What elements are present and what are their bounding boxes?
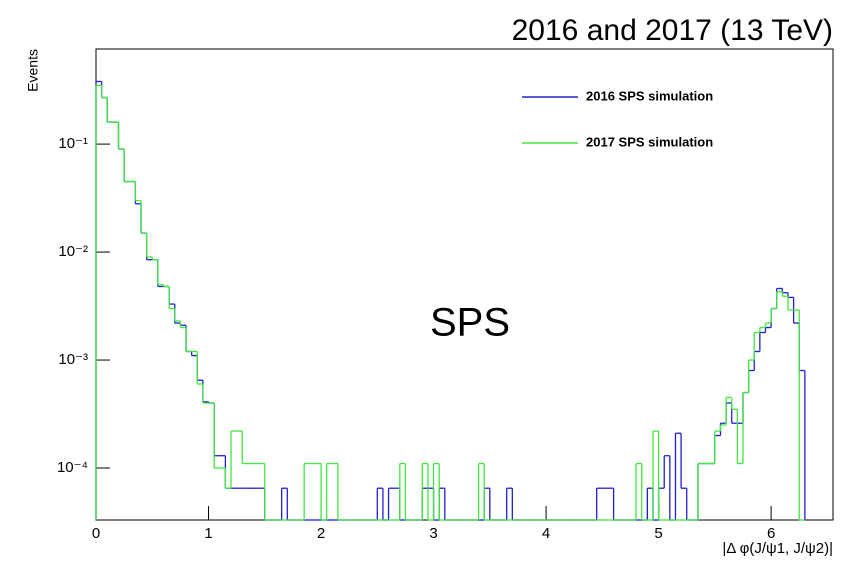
y-axis-label: Events xyxy=(25,49,41,92)
x-axis-label: |Δ φ(J/ψ1, J/ψ2)| xyxy=(722,540,833,557)
chart-title: 2016 and 2017 (13 TeV) xyxy=(512,14,833,47)
plot-frame xyxy=(95,48,834,521)
legend-label: 2017 SPS simulation xyxy=(586,134,713,149)
x-tick-label: 3 xyxy=(429,525,437,542)
y-tick-label: 10⁻³ xyxy=(58,351,88,368)
y-tick-label: 10⁻² xyxy=(58,243,88,260)
x-tick-label: 4 xyxy=(542,525,550,542)
x-tick-label: 0 xyxy=(92,525,100,542)
x-tick-label: 5 xyxy=(654,525,662,542)
y-tick-label: 10⁻¹ xyxy=(58,135,88,152)
x-tick-label: 1 xyxy=(204,525,212,542)
y-tick-label: 10⁻⁴ xyxy=(57,459,88,476)
x-tick-label: 6 xyxy=(767,525,775,542)
annotation: SPS xyxy=(430,301,510,345)
legend-label: 2016 SPS simulation xyxy=(586,88,713,103)
x-tick-label: 2 xyxy=(317,525,325,542)
